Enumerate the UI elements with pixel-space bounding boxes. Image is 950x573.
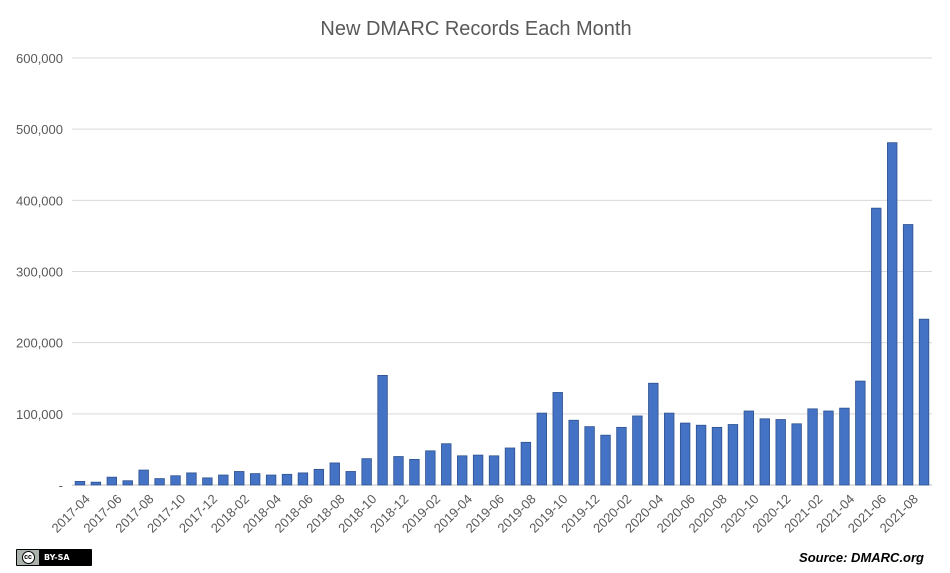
bar-2018-08 bbox=[329, 462, 340, 486]
chart-title: New DMARC Records Each Month bbox=[320, 18, 631, 40]
bar-2019-08 bbox=[520, 441, 532, 486]
bar-2017-05 bbox=[90, 481, 102, 486]
bar-chart: New DMARC Records Each Month - 100,000 200… bbox=[16, 18, 932, 536]
bar-2017-06 bbox=[106, 476, 118, 486]
bar-2021-03 bbox=[823, 410, 834, 486]
bar-2020-11 bbox=[759, 418, 770, 486]
x-axis-ticks: 2017-042017-062017-082017-102017-122018-… bbox=[49, 491, 921, 535]
bar-2019-01 bbox=[409, 458, 420, 486]
bar-2021-02 bbox=[807, 408, 818, 486]
bar-2020-02 bbox=[616, 426, 627, 486]
bar-2018-02 bbox=[234, 471, 245, 486]
bar-2019-02 bbox=[425, 450, 436, 486]
bar-2017-04 bbox=[74, 481, 86, 486]
source-credit: Source: DMARC.org bbox=[799, 550, 924, 565]
y-tick-label: 100,000 bbox=[16, 407, 63, 422]
cc-icon: cc bbox=[17, 550, 39, 565]
bar-2021-06 bbox=[871, 207, 882, 486]
y-tick-label: 500,000 bbox=[16, 122, 63, 137]
bar-2020-01 bbox=[600, 434, 611, 486]
bar-2019-10 bbox=[552, 392, 563, 486]
bar-2021-05 bbox=[855, 380, 866, 486]
bar-2020-04 bbox=[648, 382, 659, 486]
bar-2019-11 bbox=[568, 419, 579, 486]
y-tick-label: - bbox=[59, 478, 63, 493]
bar-2020-09 bbox=[727, 424, 739, 486]
gridlines bbox=[72, 57, 932, 486]
bar-2018-05 bbox=[281, 473, 293, 486]
bar-2018-01 bbox=[218, 474, 229, 486]
bar-2021-01 bbox=[791, 423, 802, 486]
bar-2017-12 bbox=[202, 477, 213, 486]
bar-2021-09 bbox=[918, 318, 930, 486]
bar-2019-09 bbox=[536, 412, 547, 486]
y-tick-label: 600,000 bbox=[16, 51, 63, 66]
bar-2018-03 bbox=[249, 473, 261, 486]
bar-2017-07 bbox=[122, 480, 133, 486]
bar-2019-12 bbox=[584, 426, 595, 486]
bar-2018-06 bbox=[297, 472, 309, 486]
bar-2017-10 bbox=[170, 475, 181, 486]
y-tick-label: 200,000 bbox=[16, 336, 63, 351]
bar-2018-04 bbox=[265, 474, 277, 486]
bar-2020-06 bbox=[679, 422, 691, 486]
bar-2021-04 bbox=[839, 407, 850, 486]
y-axis-ticks: - 100,000 200,000 300,000 400,000 500,000 600,… bbox=[16, 51, 63, 493]
bar-2017-08 bbox=[138, 469, 149, 486]
bar-2020-08 bbox=[711, 426, 723, 486]
bar-2018-11 bbox=[377, 374, 388, 486]
bar-2019-07 bbox=[504, 447, 516, 486]
bar-2017-09 bbox=[154, 478, 165, 486]
bar-2020-03 bbox=[632, 415, 643, 486]
bar-2019-03 bbox=[441, 443, 452, 486]
bar-2020-12 bbox=[775, 419, 786, 486]
bar-2020-10 bbox=[743, 410, 755, 486]
bar-2021-08 bbox=[902, 224, 914, 486]
bar-2021-07 bbox=[887, 142, 898, 486]
license-label: BY-SA bbox=[44, 553, 70, 562]
bar-2020-05 bbox=[664, 412, 675, 486]
bar-2018-10 bbox=[361, 458, 372, 486]
bar-2018-07 bbox=[313, 468, 325, 486]
license-badge: cc BY-SA bbox=[16, 549, 92, 566]
y-tick-label: 300,000 bbox=[16, 265, 63, 280]
bar-2017-11 bbox=[186, 472, 197, 486]
bar-2018-09 bbox=[345, 471, 356, 486]
bar-2019-05 bbox=[472, 454, 484, 486]
bar-2019-04 bbox=[457, 455, 468, 486]
bar-2020-07 bbox=[695, 424, 707, 486]
bar-2018-12 bbox=[393, 456, 404, 486]
y-tick-label: 400,000 bbox=[16, 193, 63, 208]
bar-2019-06 bbox=[488, 455, 500, 486]
bars bbox=[74, 142, 930, 486]
